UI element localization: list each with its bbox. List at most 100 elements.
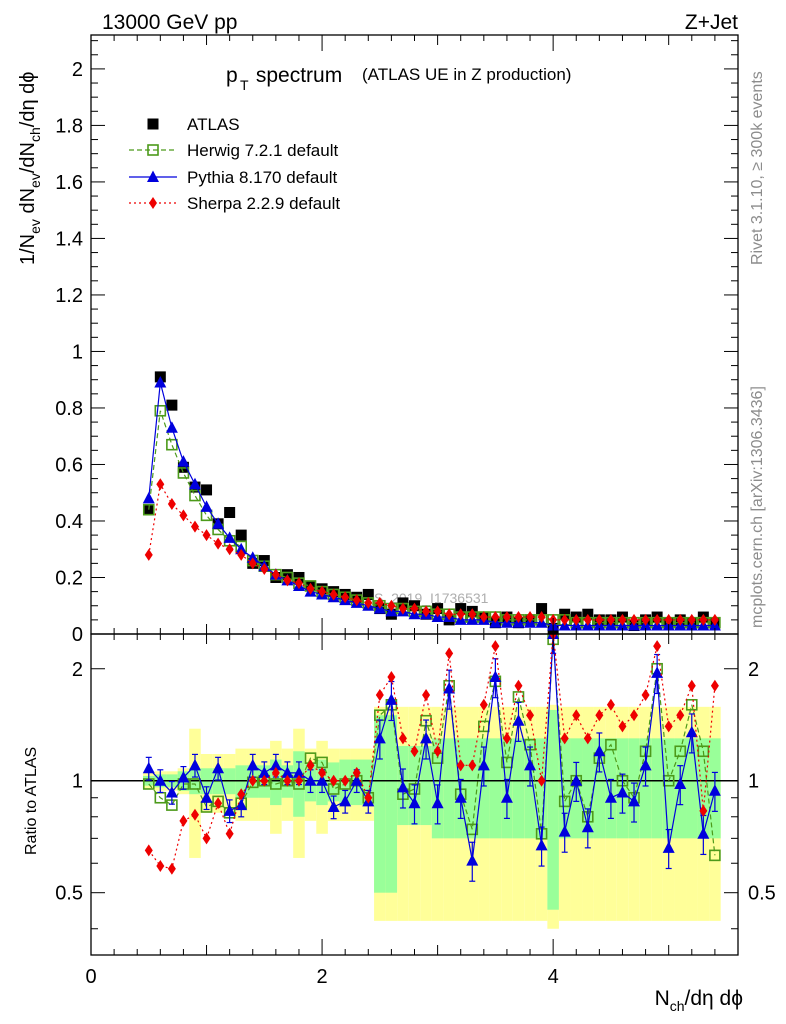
sherpa-main-point [364, 596, 373, 609]
sherpa-ratio-point [156, 859, 165, 872]
sherpa-ratio-point [214, 797, 223, 810]
sherpa-main-point [156, 478, 165, 491]
main-y-tick-label: 0.6 [55, 454, 83, 476]
sherpa-main-point [398, 602, 407, 615]
pythia-ratio-point [662, 841, 675, 853]
ratio-y-tick-label-left: 2 [72, 659, 83, 681]
pythia-ratio-point [604, 791, 617, 803]
pythia-ratio-point [154, 774, 167, 786]
sherpa-main-point [664, 613, 673, 626]
sherpa-main-point [202, 529, 211, 542]
axes-layer: 0 0.2 0.4 0.6 0.8 1 1.2 1.4 1.6 1.8 2 0 2 4 0.5 0.5 1 1 2 2 [55, 34, 776, 988]
pythia-main-point [188, 477, 201, 490]
herwig-ratio-point [189, 778, 201, 790]
sherpa-main-point [595, 613, 604, 626]
title-sub-t: T [240, 77, 249, 93]
sherpa-ratio-point [144, 844, 153, 857]
sherpa-main-point [190, 520, 199, 533]
band-green [466, 738, 479, 839]
herwig-ratio-point [674, 745, 687, 758]
pythia-ratio-point [500, 791, 513, 803]
sherpa-main-point [502, 611, 511, 624]
sherpa-ratio-point [630, 709, 639, 722]
legend-label: Pythia 8.170 default [187, 168, 338, 187]
pythia-ratio-point [223, 804, 236, 816]
pythia-ratio-point [142, 761, 155, 774]
band-green [385, 715, 398, 893]
sherpa-ratio-point [526, 709, 535, 722]
main-y-tick-label: 1.4 [55, 228, 83, 250]
sherpa-ratio-point [225, 827, 234, 840]
pythia-ratio-point [489, 670, 502, 683]
legend-marker [149, 197, 157, 209]
pythia-ratio-point [292, 766, 305, 778]
pythia-main-point [212, 517, 225, 529]
sherpa-main-point [618, 613, 627, 626]
sherpa-main-point [710, 613, 719, 626]
sherpa-main-point [179, 509, 188, 522]
pythia-main-point [142, 491, 155, 504]
pythia-ratio-point [269, 758, 282, 771]
main-y-tick-label: 2 [72, 59, 83, 81]
sherpa-ratio-point [456, 759, 465, 772]
pythia-ratio-point [350, 774, 363, 786]
sherpa-main-point [630, 613, 639, 626]
band-green [420, 745, 432, 826]
pythia-ratio-point [581, 820, 594, 833]
pythia-ratio-point [235, 798, 248, 811]
pythia-ratio-point [466, 854, 479, 866]
herwig-main-point [142, 503, 155, 516]
sherpa-ratio-point [502, 732, 511, 745]
herwig-ratio-point [709, 849, 721, 862]
band-green [270, 759, 282, 806]
pythia-ratio-point [685, 725, 698, 738]
pythia-ratio-point [258, 766, 271, 778]
pythia-ratio-point [558, 825, 571, 837]
sherpa-ratio-point [352, 766, 361, 779]
pythia-ratio-point [420, 731, 433, 744]
sherpa-main-point [248, 557, 257, 570]
sherpa-ratio-point [514, 679, 523, 692]
sherpa-ratio-point [410, 745, 419, 758]
pythia-ratio-point [385, 693, 398, 705]
sherpa-ratio-point [271, 766, 280, 779]
atlas-point [201, 484, 213, 496]
sherpa-ratio-point [676, 709, 685, 722]
main-y-tick-label: 1 [72, 341, 83, 363]
pythia-main-point [177, 455, 190, 467]
main-data-layer [142, 371, 721, 634]
sherpa-ratio-point [606, 698, 615, 711]
band-green [593, 738, 606, 839]
title-p: p [226, 64, 238, 87]
rivet-version-label: Rivet 3.1.10, ≥ 300k events [749, 71, 766, 265]
pythia-ratio-point [177, 771, 190, 783]
sherpa-main-point [225, 543, 234, 556]
pythia-ratio-point [431, 796, 444, 809]
title-note: (ATLAS UE in Z production) [362, 65, 571, 84]
main-y-tick-label: 0.2 [55, 567, 83, 589]
pythia-ratio-point [281, 766, 294, 778]
sherpa-ratio-point [190, 808, 199, 821]
sherpa-main-point [294, 577, 303, 590]
herwig-ratio-point [558, 795, 571, 808]
band-green [362, 759, 375, 806]
main-y-tick-label: 1.2 [55, 285, 83, 307]
band-green [697, 738, 710, 839]
main-y-tick-label: 0 [72, 624, 83, 646]
sherpa-ratio-point [167, 862, 176, 875]
sherpa-main-point [318, 585, 327, 598]
sherpa-ratio-point [491, 640, 500, 653]
herwig-ratio-point [466, 823, 479, 836]
main-y-axis-label: 1/Nev dNev/dNch/dη dϕ [17, 72, 43, 265]
band-green [582, 738, 594, 839]
legend-marker [147, 144, 159, 156]
band-green [535, 738, 548, 839]
pythia-main-point [154, 376, 167, 388]
sherpa-main-point [283, 574, 292, 587]
pythia-main-point [200, 500, 213, 512]
x-tick-label: 4 [548, 966, 559, 988]
sherpa-ratio-point [583, 732, 592, 745]
pythia-ratio-point [316, 774, 329, 786]
pythia-ratio-point [443, 681, 456, 694]
pythia-ratio-point [304, 774, 317, 786]
